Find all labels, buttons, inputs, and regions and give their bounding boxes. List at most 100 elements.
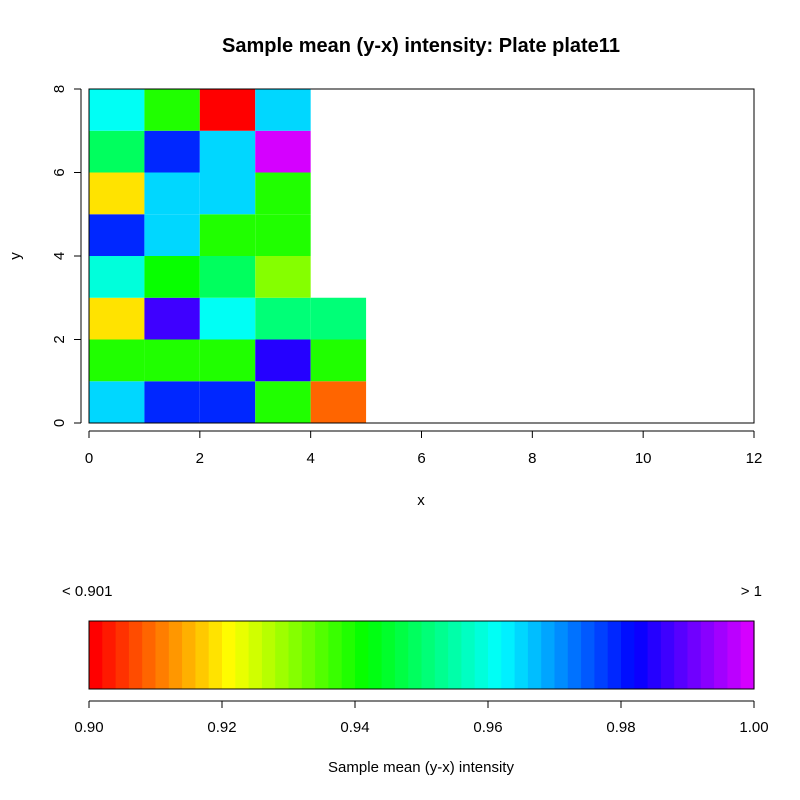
colorbar-swatch — [301, 621, 316, 689]
heatmap-cell — [144, 256, 200, 298]
heatmap-cell — [89, 89, 145, 131]
heatmap-cell — [310, 381, 367, 423]
colorbar-swatch — [740, 621, 755, 689]
plot-frame — [88, 88, 755, 424]
colorbar-swatch — [315, 621, 329, 689]
colorbar-tick-label: 0.96 — [473, 719, 502, 736]
colorbar-swatch — [102, 621, 117, 689]
colorbar-swatch — [368, 621, 383, 689]
heatmap-cell — [199, 172, 256, 215]
colorbar-swatch — [261, 621, 276, 689]
colorbar-swatch — [142, 621, 157, 689]
heatmap-cell — [144, 89, 200, 131]
x-tick-label: 4 — [306, 450, 314, 467]
x-tick-label: 12 — [746, 450, 763, 467]
colorbar-swatch — [554, 621, 569, 689]
heatmap-cell — [255, 172, 311, 215]
y-tick-label: 6 — [51, 168, 68, 176]
heatmap-cell — [89, 172, 145, 215]
heatmap-cell — [144, 214, 200, 256]
colorbar-swatch — [381, 621, 396, 689]
colorbar-high-label: > 1 — [741, 583, 762, 600]
heatmap-cell — [144, 381, 200, 423]
colorbar-swatch — [448, 621, 462, 689]
colorbar-frame — [88, 620, 755, 690]
colorbar-swatch — [89, 621, 103, 689]
colorbar — [89, 621, 755, 689]
heatmap-cell — [199, 339, 256, 382]
colorbar-swatch — [235, 621, 250, 689]
colorbar-swatch — [674, 621, 689, 689]
colorbar-swatch — [288, 621, 303, 689]
heatmap-cell — [144, 130, 200, 173]
heatmap-cells — [89, 89, 367, 423]
x-axis-label: x — [417, 492, 425, 509]
colorbar-swatch — [607, 621, 622, 689]
heatmap-cell — [89, 256, 145, 298]
y-tick-label: 0 — [51, 419, 68, 427]
colorbar-swatch — [501, 621, 516, 689]
colorbar-tick-label: 0.94 — [340, 719, 369, 736]
colorbar-swatch — [195, 621, 210, 689]
colorbar-swatch — [594, 621, 609, 689]
heatmap-cell — [310, 297, 367, 340]
colorbar-swatch — [541, 621, 556, 689]
heatmap-cell — [89, 381, 145, 423]
colorbar-swatch — [421, 621, 436, 689]
colorbar-swatch — [634, 621, 649, 689]
colorbar-swatch — [248, 621, 263, 689]
x-tick-label: 0 — [85, 450, 93, 467]
x-tick-label: 8 — [528, 450, 536, 467]
colorbar-swatch — [394, 621, 409, 689]
heatmap-cell — [199, 256, 256, 298]
y-tick-label: 2 — [51, 335, 68, 343]
colorbar-swatch — [581, 621, 595, 689]
colorbar-swatch — [700, 621, 715, 689]
colorbar-swatch — [488, 621, 502, 689]
colorbar-swatch — [355, 621, 369, 689]
colorbar-swatch — [714, 621, 728, 689]
heatmap-cell — [144, 297, 200, 340]
colorbar-swatch — [328, 621, 343, 689]
colorbar-tick-label: 0.90 — [74, 719, 103, 736]
heatmap-cell — [89, 130, 145, 173]
colorbar-tick-label: 0.98 — [606, 719, 635, 736]
y-axis-label: y — [7, 252, 24, 260]
colorbar-swatch — [222, 621, 236, 689]
colorbar-swatch — [275, 621, 290, 689]
colorbar-swatch — [567, 621, 582, 689]
colorbar-swatch — [208, 621, 223, 689]
y-axis: 0 2 4 6 8 — [51, 85, 82, 427]
heatmap-cell — [255, 130, 311, 173]
colorbar-swatch — [182, 621, 196, 689]
heatmap-cell — [144, 339, 200, 382]
heatmap-cell — [255, 89, 311, 131]
heatmap-cell — [255, 214, 311, 256]
y-tick-label: 8 — [51, 85, 68, 93]
colorbar-swatch — [527, 621, 542, 689]
colorbar-swatch — [128, 621, 143, 689]
heatmap-cell — [255, 256, 311, 298]
heatmap-cell — [89, 339, 145, 382]
colorbar-title: Sample mean (y-x) intensity — [328, 759, 514, 776]
x-tick-label: 10 — [635, 450, 652, 467]
heatmap-cell — [199, 297, 256, 340]
heatmap-cell — [199, 214, 256, 256]
colorbar-swatch — [168, 621, 183, 689]
colorbar-swatch — [621, 621, 635, 689]
x-tick-label: 6 — [417, 450, 425, 467]
x-tick-label: 2 — [196, 450, 204, 467]
heatmap-cell — [255, 381, 311, 423]
colorbar-tick-label: 0.92 — [207, 719, 236, 736]
heatmap-cell — [144, 172, 200, 215]
colorbar-swatch — [474, 621, 489, 689]
heatmap-cell — [89, 214, 145, 256]
colorbar-swatch — [461, 621, 476, 689]
colorbar-swatch — [687, 621, 702, 689]
colorbar-swatch — [660, 621, 675, 689]
heatmap-cell — [199, 381, 256, 423]
heatmap-cell — [199, 130, 256, 173]
colorbar-swatch — [434, 621, 449, 689]
colorbar-swatch — [115, 621, 130, 689]
